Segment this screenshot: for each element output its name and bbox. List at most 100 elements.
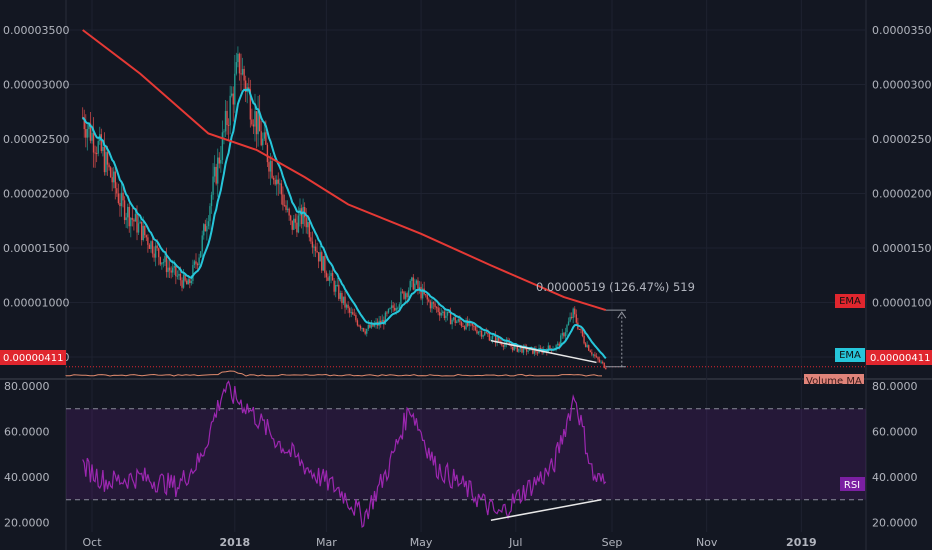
candle-body (158, 248, 160, 258)
candle-body (147, 237, 149, 245)
candle-body (400, 291, 402, 305)
candle-body (201, 235, 203, 252)
candle-body (215, 166, 217, 184)
candle-body (490, 339, 492, 341)
candle-body (581, 329, 584, 336)
candle-body (605, 367, 607, 370)
candle-body (324, 256, 326, 273)
candle-body (308, 221, 311, 238)
candle-body (100, 134, 103, 151)
candle-body (598, 359, 601, 362)
candle-body (466, 320, 469, 326)
candle-body (393, 307, 396, 311)
candle-body (409, 280, 411, 291)
candle-body (356, 320, 359, 326)
candle-body (204, 224, 207, 232)
candle-body (258, 111, 261, 132)
candle-body (327, 277, 329, 281)
candle-body (154, 245, 157, 258)
candle-body (227, 125, 230, 127)
candle-body (305, 217, 307, 228)
rsi-badge-bg (840, 477, 865, 491)
candle-body (148, 244, 151, 249)
candle-body (317, 252, 320, 262)
candle-body (432, 302, 435, 304)
candle-body (220, 159, 222, 164)
candle-body (330, 273, 332, 277)
ema-badge-long-bg (835, 294, 865, 308)
candle-body (434, 303, 436, 308)
candle-body (482, 335, 484, 337)
candle-body (224, 110, 227, 132)
candle-body (518, 348, 520, 352)
candle-body (266, 144, 269, 163)
candle-body (311, 241, 314, 248)
candle-body (173, 265, 175, 268)
candle-body (439, 312, 441, 316)
candle-body (176, 275, 179, 277)
candle-body (373, 324, 376, 327)
candle-body (255, 111, 258, 135)
candle-body (282, 194, 284, 206)
candle-body (86, 129, 89, 138)
divergence-line-rsi (490, 499, 602, 521)
candle-body (480, 331, 483, 337)
ema-long-line (82, 29, 607, 312)
candle-body (473, 325, 475, 327)
candle-body (597, 357, 599, 360)
candle-body (555, 345, 557, 349)
candle-body (493, 335, 495, 337)
candle-body (170, 270, 172, 273)
ema-badge-short: EMA (839, 350, 861, 361)
candle-body (293, 218, 295, 230)
candle-body (310, 237, 312, 242)
candle-body (446, 311, 449, 316)
candle-body (452, 317, 455, 320)
candle-body (566, 325, 568, 333)
candle-body (440, 312, 442, 316)
candle-body (601, 361, 604, 363)
candle-body (465, 320, 467, 330)
candle-body (226, 110, 228, 126)
candle-body (389, 308, 391, 310)
candle-body (319, 252, 321, 262)
candle-body (527, 350, 529, 352)
candle-body (113, 171, 115, 183)
candle-body (125, 217, 127, 221)
last-price-badge-left-bg (0, 350, 66, 365)
candle-body (583, 335, 585, 344)
candle-body (454, 317, 456, 323)
candle-body (88, 123, 90, 130)
candle-body (341, 292, 343, 304)
candle-body (314, 246, 317, 251)
price-panel (65, 29, 866, 377)
candle-body (195, 261, 197, 264)
price-y-tick-left: 0.00002000 (3, 188, 69, 201)
candle-body (109, 167, 112, 178)
candle-body (539, 348, 542, 350)
candle-body (556, 343, 559, 346)
candle-body (339, 292, 342, 299)
candle-body (519, 347, 522, 349)
candle-body (120, 192, 123, 207)
candle-body (91, 132, 93, 141)
divergence-line-price (490, 339, 597, 364)
candle-body (133, 219, 135, 222)
candle-body (484, 332, 486, 336)
candle-body (145, 235, 148, 238)
candle-body (431, 302, 433, 309)
candle-body (198, 257, 200, 266)
rsi-badge: RSI (844, 480, 860, 491)
candle-body (362, 328, 365, 332)
candle-body (300, 208, 303, 225)
rsi-y-tick-right: 40.0000 (872, 471, 918, 484)
candle-body (560, 335, 562, 347)
candle-body (421, 288, 424, 299)
candle-body (350, 312, 352, 314)
candle-body (570, 316, 573, 318)
candle-body (131, 218, 134, 220)
candle-body (491, 335, 494, 340)
candle-body (199, 251, 202, 258)
candle-body (123, 200, 126, 221)
